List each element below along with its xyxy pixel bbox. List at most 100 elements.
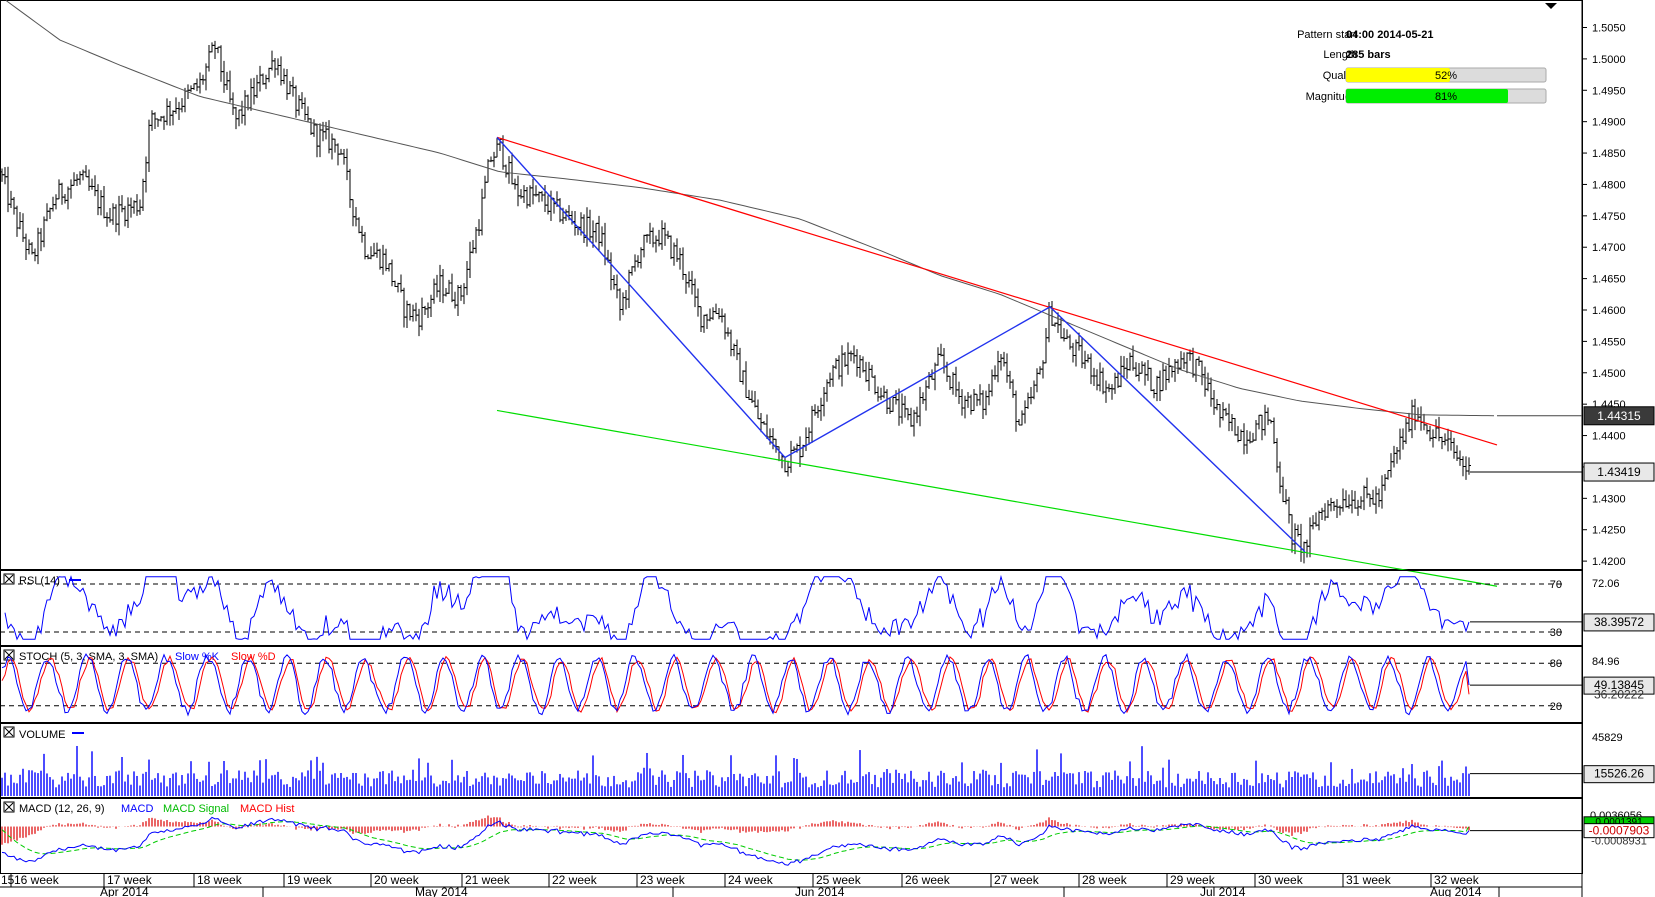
price-tick-label: 1.4300 xyxy=(1592,493,1626,505)
stoch-title: STOCH (5, 3, SMA, 3, SMA) xyxy=(19,651,158,663)
support-line xyxy=(496,409,1498,587)
week-label: 23 week xyxy=(640,873,686,887)
last-price-labels: 1.44315 1.43419 xyxy=(1470,406,1655,482)
last-value-label: 38.39572 xyxy=(1594,615,1644,629)
volume-pane: VOLUME 45829 15526.26 xyxy=(0,723,1655,798)
rsi-top-label: 72.06 xyxy=(1592,578,1620,590)
macd-line xyxy=(1,816,1470,866)
macd-pane: MACD (12, 26, 9) MACD MACD Signal MACD H… xyxy=(0,798,1655,874)
macd-histogram xyxy=(1,815,1470,845)
magnitude-label: Magnitude xyxy=(1306,91,1357,103)
level-label: 30 xyxy=(1550,627,1562,639)
time-axis: 15 16 week 17 week 18 week 19 week 20 week 21 … xyxy=(0,873,1582,897)
length-label: Length xyxy=(1323,49,1357,61)
price-tick-label: 1.5050 xyxy=(1592,23,1626,35)
resistance-line xyxy=(496,136,1498,446)
week-label: 16 week xyxy=(14,873,60,887)
magnitude-value: 81% xyxy=(1435,91,1457,103)
volume-top-label: 45829 xyxy=(1592,732,1623,744)
price-tick-label: 1.4600 xyxy=(1592,305,1626,317)
last-value-box xyxy=(1583,676,1655,695)
pattern-start-value: 04:00 2014-05-21 xyxy=(1346,29,1433,41)
month-label: Jul 2014 xyxy=(1200,885,1246,897)
week-label: 19 week xyxy=(287,873,333,887)
last-value-box xyxy=(1583,765,1655,784)
price-tick-label: 1.4900 xyxy=(1592,117,1626,129)
stoch-d-last-label: 36.20222 xyxy=(1594,687,1644,701)
price-tick-label: 1.4950 xyxy=(1592,85,1626,97)
price-tick-label: 1.4650 xyxy=(1592,274,1626,286)
week-label: 20 week xyxy=(374,873,420,887)
stoch-k-line xyxy=(1,652,1470,717)
macd-legend-signal: MACD Signal xyxy=(163,803,229,815)
pattern-start-label: Pattern start xyxy=(1297,29,1357,41)
stoch-legend-k: Slow %K xyxy=(175,651,220,663)
macd-legend-hist: MACD Hist xyxy=(240,803,294,815)
macd-last-label: -0.0007903 xyxy=(1589,824,1650,838)
stoch-legend-d: Slow %D xyxy=(231,651,276,663)
week-label: 27 week xyxy=(994,873,1040,887)
week-label: 29 week xyxy=(1170,873,1216,887)
volume-title: VOLUME xyxy=(19,729,65,741)
price-tick-label: 1.4400 xyxy=(1592,431,1626,443)
quality-bar-fill xyxy=(1346,68,1450,82)
quality-value: 52% xyxy=(1435,70,1457,82)
last-price-box xyxy=(1583,406,1655,426)
pattern-info: Pattern start 04:00 2014-05-21 Length 28… xyxy=(1297,29,1547,104)
last-value-label: 15526.26 xyxy=(1594,767,1644,781)
last-price-box xyxy=(1583,462,1655,482)
magnitude-bar-fill xyxy=(1346,89,1508,103)
week-label: 24 week xyxy=(728,873,774,887)
macd-legend-macd: MACD xyxy=(121,803,153,815)
price-tick-label: 1.4850 xyxy=(1592,148,1626,160)
stoch-d-line xyxy=(1,654,1470,714)
rsi-line xyxy=(4,574,1470,641)
volume-bars xyxy=(1,745,1470,796)
ohlc-bars xyxy=(0,40,1471,564)
last-price-label: 1.43419 xyxy=(1597,465,1641,479)
week-label: 28 week xyxy=(1082,873,1128,887)
month-label: May 2014 xyxy=(415,885,468,897)
week-label: 15 xyxy=(1,873,15,887)
week-label: 18 week xyxy=(197,873,243,887)
last-price-label: 1.44315 xyxy=(1597,409,1641,423)
price-tick-label: 1.4500 xyxy=(1592,368,1626,380)
price-tick-label: 1.4250 xyxy=(1592,525,1626,537)
week-label: 21 week xyxy=(465,873,511,887)
macd-title: MACD (12, 26, 9) xyxy=(19,803,105,815)
price-tick-label: 1.5000 xyxy=(1592,54,1626,66)
pattern-zigzag xyxy=(496,136,1306,553)
price-tick-label: 1.4550 xyxy=(1592,336,1626,348)
price-tick-label: 1.4700 xyxy=(1592,242,1626,254)
price-tick-label: 1.4200 xyxy=(1592,556,1626,568)
level-label: 20 xyxy=(1550,701,1562,713)
stoch-pane: STOCH (5, 3, SMA, 3, SMA) Slow %K Slow %… xyxy=(0,646,1655,723)
collapse-icon[interactable] xyxy=(1545,3,1557,9)
level-label: 80 xyxy=(1550,658,1562,670)
month-label: Jun 2014 xyxy=(795,885,845,897)
week-label: 26 week xyxy=(905,873,951,887)
week-label: 25 week xyxy=(816,873,862,887)
week-label: 22 week xyxy=(552,873,598,887)
macd-signal-last-label: 0.0001391 xyxy=(1595,817,1643,828)
price-tick-label: 1.4800 xyxy=(1592,179,1626,191)
last-value-box xyxy=(1583,613,1655,632)
month-label: Apr 2014 xyxy=(100,885,149,897)
week-label: 31 week xyxy=(1346,873,1392,887)
level-label: 70 xyxy=(1550,579,1562,591)
macd-hist-last-label: -0.0008931 xyxy=(1591,836,1647,848)
stoch-top-label: 84.96 xyxy=(1592,656,1620,668)
week-label: 17 week xyxy=(107,873,153,887)
month-label: Aug 2014 xyxy=(1430,885,1482,897)
price-tick-label: 1.4750 xyxy=(1592,211,1626,223)
last-value-label: 49.13845 xyxy=(1594,678,1644,692)
week-label: 30 week xyxy=(1258,873,1304,887)
moving-average-line xyxy=(5,0,1495,417)
macd-last-box xyxy=(1583,823,1655,839)
ohlc-bar xyxy=(1467,457,1471,475)
length-value: 285 bars xyxy=(1346,49,1391,61)
week-label: 32 week xyxy=(1434,873,1480,887)
